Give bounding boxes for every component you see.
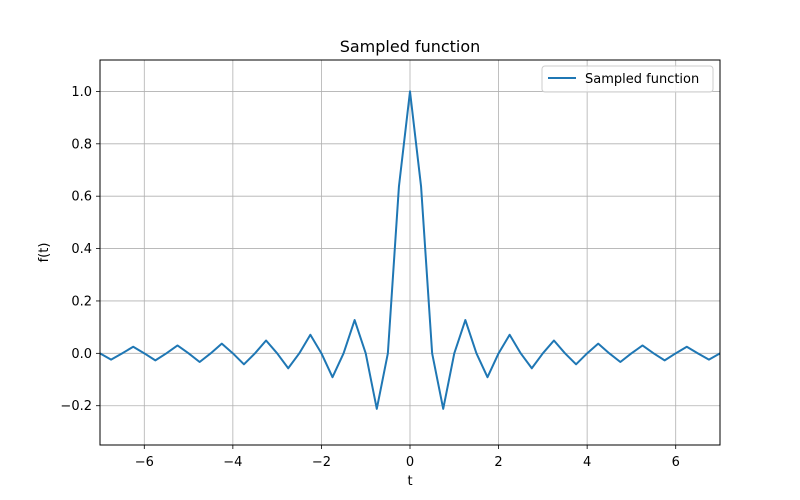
legend-box	[541, 65, 714, 93]
legend-label: Sampled function	[585, 72, 699, 87]
y-tick-label: −0.2	[60, 399, 92, 414]
y-tick-label: 1.0	[71, 85, 92, 100]
y-axis: −0.2 0.0 0.2 0.4 0.6 0.8 1.0	[60, 85, 100, 414]
x-tick-label: 0	[406, 455, 414, 470]
plot-area	[100, 90, 720, 410]
x-tick-label: −2	[312, 455, 331, 470]
x-tick-label: −6	[135, 455, 154, 470]
y-tick-label: 0.2	[71, 294, 92, 309]
x-axis-label: t	[407, 474, 412, 489]
series-line	[100, 90, 720, 410]
y-tick-label: 0.8	[71, 137, 92, 152]
y-tick-label: 0.6	[71, 190, 92, 205]
y-axis-label: f(t)	[37, 243, 52, 263]
x-axis: −6 −4 −2 0 2 4 6	[135, 445, 680, 470]
x-tick-label: −4	[223, 455, 242, 470]
x-tick-label: 6	[672, 455, 680, 470]
y-tick-label: 0.0	[71, 347, 92, 362]
x-tick-label: 2	[494, 455, 502, 470]
legend: Sampled function	[541, 65, 714, 93]
x-tick-label: 4	[583, 455, 591, 470]
y-tick-label: 0.4	[71, 242, 92, 257]
chart-title: Sampled function	[340, 37, 481, 56]
